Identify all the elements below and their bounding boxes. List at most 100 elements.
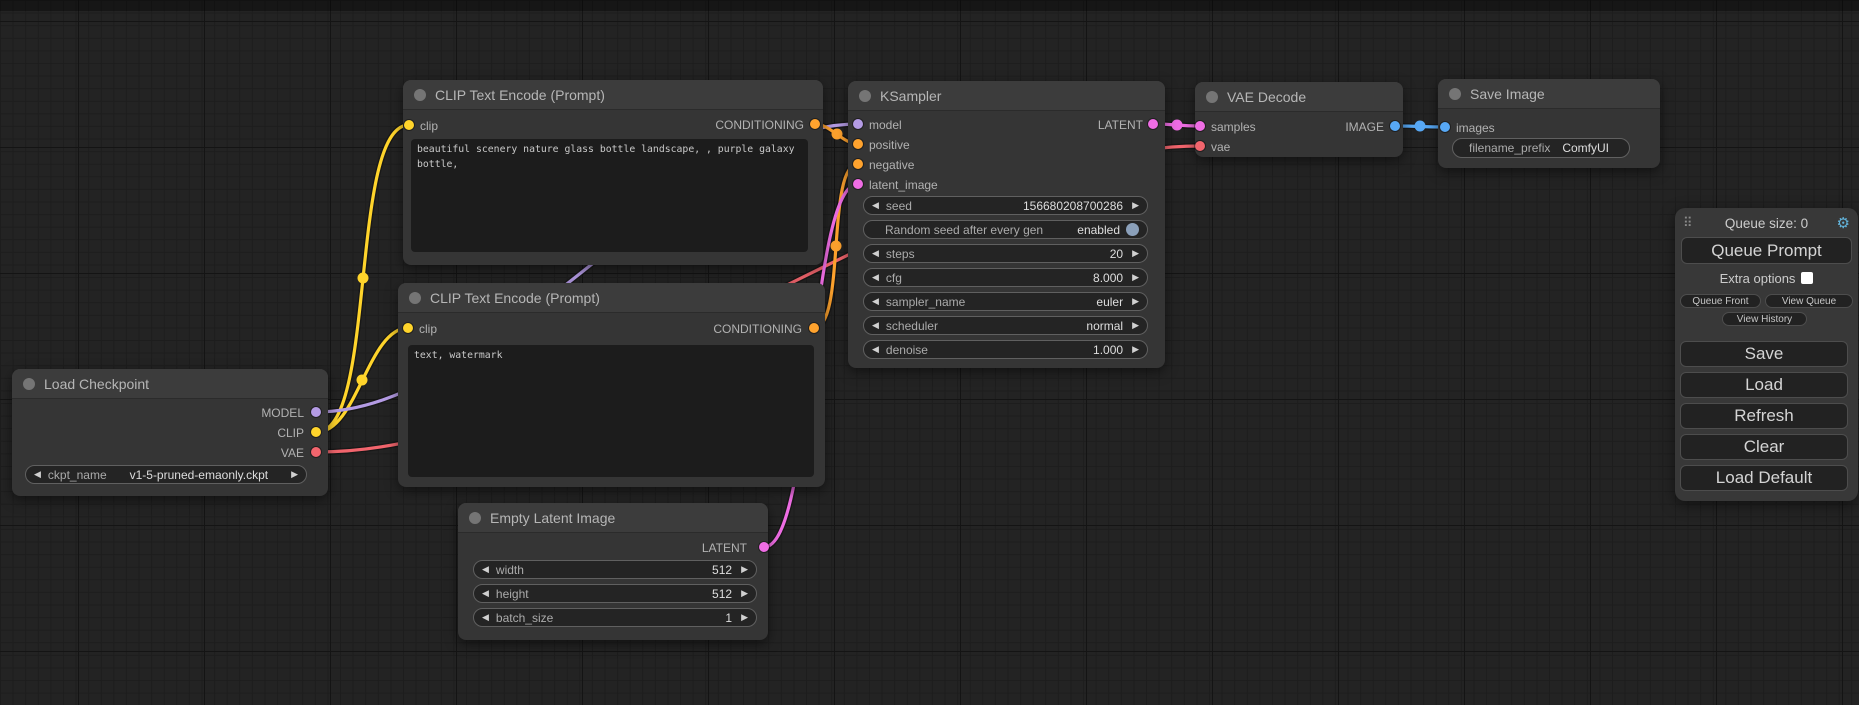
node-ksampler[interactable]: KSampler model positive negative latent_… [848, 81, 1165, 368]
widget-label: seed [885, 198, 912, 213]
input-dot-latent-image[interactable] [853, 179, 863, 189]
node-save-image[interactable]: Save Image images filename_prefix ComfyU… [1438, 79, 1660, 168]
output-dot-conditioning[interactable] [809, 323, 819, 333]
widget-value: normal [1086, 318, 1124, 333]
denoise-widget[interactable]: ◀ denoise 1.000 ▶ [863, 340, 1148, 359]
random-seed-toggle-widget[interactable]: Random seed after every gen enabled [863, 220, 1148, 239]
increment-arrow-icon[interactable]: ▶ [741, 564, 748, 574]
collapse-dot-icon[interactable] [409, 291, 421, 304]
node-clip-text-encode-negative[interactable]: CLIP Text Encode (Prompt) clip CONDITION… [398, 283, 825, 487]
increment-arrow-icon[interactable]: ▶ [291, 469, 298, 479]
view-history-button[interactable]: View History [1722, 312, 1807, 326]
collapse-dot-icon[interactable] [1206, 90, 1218, 103]
batch-size-widget[interactable]: ◀ batch_size 1 ▶ [473, 608, 757, 627]
load-default-button[interactable]: Load Default [1680, 465, 1848, 491]
filename-prefix-widget[interactable]: filename_prefix ComfyUI [1452, 138, 1630, 158]
decrement-arrow-icon[interactable]: ◀ [872, 296, 879, 306]
increment-arrow-icon[interactable]: ▶ [1132, 200, 1139, 210]
increment-arrow-icon[interactable]: ▶ [1132, 248, 1139, 258]
scheduler-widget[interactable]: ◀ scheduler normal ▶ [863, 316, 1148, 335]
node-empty-latent-image[interactable]: Empty Latent Image LATENT ◀ width 512 ▶ … [458, 503, 769, 640]
output-label-vae: VAE [280, 446, 304, 460]
decrement-arrow-icon[interactable]: ◀ [34, 469, 41, 479]
input-label-vae: vae [1211, 140, 1231, 154]
node-header[interactable]: CLIP Text Encode (Prompt) [398, 283, 825, 313]
node-header[interactable]: Save Image [1438, 79, 1660, 109]
collapse-dot-icon[interactable] [414, 88, 426, 101]
output-dot-clip[interactable] [311, 427, 321, 437]
decrement-arrow-icon[interactable]: ◀ [872, 200, 879, 210]
decrement-arrow-icon[interactable]: ◀ [872, 320, 879, 330]
queue-size-label: Queue size: 0 [1724, 215, 1809, 231]
node-title-text: Load Checkpoint [44, 375, 150, 392]
collapse-dot-icon[interactable] [859, 89, 871, 102]
width-widget[interactable]: ◀ width 512 ▶ [473, 560, 757, 579]
output-dot-vae[interactable] [311, 447, 321, 457]
output-label-model: MODEL [261, 406, 304, 420]
queue-front-button[interactable]: Queue Front [1680, 294, 1761, 308]
gear-icon[interactable]: ⚙ [1836, 215, 1850, 232]
increment-arrow-icon[interactable]: ▶ [1132, 320, 1139, 330]
output-label-conditioning: CONDITIONING [713, 322, 802, 336]
output-dot-latent[interactable] [759, 542, 769, 552]
decrement-arrow-icon[interactable]: ◀ [482, 612, 489, 622]
sampler-name-widget[interactable]: ◀ sampler_name euler ▶ [863, 292, 1148, 311]
ckpt-name-widget[interactable]: ◀ ckpt_name v1-5-pruned-emaonly.ckpt ▶ [25, 465, 307, 484]
collapse-dot-icon[interactable] [1449, 87, 1461, 100]
prompt-textarea[interactable]: beautiful scenery nature glass bottle la… [411, 139, 808, 252]
node-header[interactable]: KSampler [848, 81, 1165, 111]
input-dot-vae[interactable] [1195, 141, 1205, 151]
prompt-textarea[interactable]: text, watermark [408, 345, 814, 477]
output-dot-conditioning[interactable] [810, 119, 820, 129]
toggle-enabled-icon[interactable] [1126, 223, 1139, 236]
steps-widget[interactable]: ◀ steps 20 ▶ [863, 244, 1148, 263]
node-header[interactable]: Empty Latent Image [458, 503, 768, 533]
extra-options-checkbox[interactable] [1801, 272, 1814, 284]
node-title-text: KSampler [880, 87, 942, 104]
increment-arrow-icon[interactable]: ▶ [1132, 344, 1139, 354]
increment-arrow-icon[interactable]: ▶ [1132, 296, 1139, 306]
decrement-arrow-icon[interactable]: ◀ [872, 344, 879, 354]
collapse-dot-icon[interactable] [23, 377, 35, 390]
refresh-button[interactable]: Refresh [1680, 403, 1848, 429]
input-dot-negative[interactable] [853, 159, 863, 169]
output-label-conditioning: CONDITIONING [715, 118, 804, 132]
decrement-arrow-icon[interactable]: ◀ [482, 588, 489, 598]
clear-button[interactable]: Clear [1680, 434, 1848, 460]
view-queue-button[interactable]: View Queue [1765, 294, 1853, 308]
drag-handle-icon[interactable]: ⠿ [1683, 215, 1693, 230]
height-widget[interactable]: ◀ height 512 ▶ [473, 584, 757, 603]
increment-arrow-icon[interactable]: ▶ [741, 588, 748, 598]
decrement-arrow-icon[interactable]: ◀ [872, 248, 879, 258]
node-header[interactable]: VAE Decode [1195, 82, 1403, 112]
increment-arrow-icon[interactable]: ▶ [741, 612, 748, 622]
input-dot-clip[interactable] [403, 323, 413, 333]
collapse-dot-icon[interactable] [469, 511, 481, 524]
output-dot-image[interactable] [1390, 121, 1400, 131]
node-title-text: Empty Latent Image [490, 509, 616, 526]
output-dot-latent[interactable] [1148, 119, 1158, 129]
save-button[interactable]: Save [1680, 341, 1848, 367]
queue-panel[interactable]: ⠿ Queue size: 0 ⚙ Queue Prompt Extra opt… [1675, 208, 1858, 501]
input-dot-clip[interactable] [404, 120, 414, 130]
decrement-arrow-icon[interactable]: ◀ [482, 564, 489, 574]
decrement-arrow-icon[interactable]: ◀ [872, 272, 879, 282]
input-dot-positive[interactable] [853, 139, 863, 149]
input-label-negative: negative [869, 158, 915, 172]
node-header[interactable]: CLIP Text Encode (Prompt) [403, 80, 823, 110]
input-dot-samples[interactable] [1195, 121, 1205, 131]
widget-label: sampler_name [885, 294, 966, 309]
seed-widget[interactable]: ◀ seed 156680208700286 ▶ [863, 196, 1148, 215]
node-vae-decode[interactable]: VAE Decode samples vae IMAGE [1195, 82, 1403, 157]
cfg-widget[interactable]: ◀ cfg 8.000 ▶ [863, 268, 1148, 287]
input-dot-images[interactable] [1440, 122, 1450, 132]
increment-arrow-icon[interactable]: ▶ [1132, 272, 1139, 282]
node-header[interactable]: Load Checkpoint [12, 369, 328, 399]
queue-prompt-button[interactable]: Queue Prompt [1681, 237, 1852, 264]
input-dot-model[interactable] [853, 119, 863, 129]
node-load-checkpoint[interactable]: Load Checkpoint MODEL CLIP VAE ◀ ckpt_na… [12, 369, 328, 496]
load-button[interactable]: Load [1680, 372, 1848, 398]
node-clip-text-encode-positive[interactable]: CLIP Text Encode (Prompt) clip CONDITION… [403, 80, 823, 265]
output-dot-model[interactable] [311, 407, 321, 417]
